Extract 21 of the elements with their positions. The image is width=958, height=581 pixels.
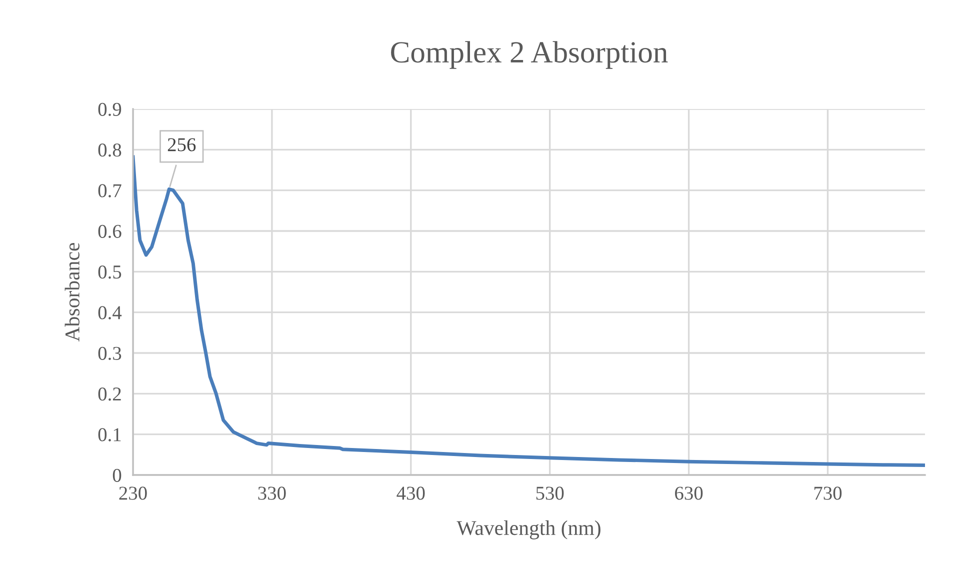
y-tick-label: 0.2 [98, 387, 121, 401]
y-tick-label: 0 [112, 468, 122, 482]
y-tick-label: 0.9 [98, 102, 122, 116]
x-tick-label: 330 [258, 486, 286, 500]
x-axis-title: Wavelength (nm) [456, 520, 600, 540]
y-tick-label: 0.7 [98, 184, 122, 198]
x-tick-label: 630 [675, 486, 703, 500]
y-tick-label: 0.4 [98, 306, 122, 320]
x-tick-label: 730 [814, 486, 842, 500]
y-tick-label: 0.6 [98, 224, 122, 238]
y-tick-label: 0.8 [98, 143, 122, 157]
chart-title: Complex 2 Absorption [391, 41, 668, 69]
y-tick-label: 0.3 [98, 346, 122, 360]
y-tick-label: 0.1 [98, 428, 121, 442]
line-series [133, 155, 925, 467]
y-tick-label: 0.5 [98, 265, 122, 279]
x-tick-label: 230 [119, 486, 147, 500]
annotation: 256 [168, 138, 196, 152]
y-axis-title: Absorbance [64, 242, 80, 342]
x-tick-label: 530 [536, 486, 564, 500]
x-tick-label: 430 [396, 486, 425, 500]
